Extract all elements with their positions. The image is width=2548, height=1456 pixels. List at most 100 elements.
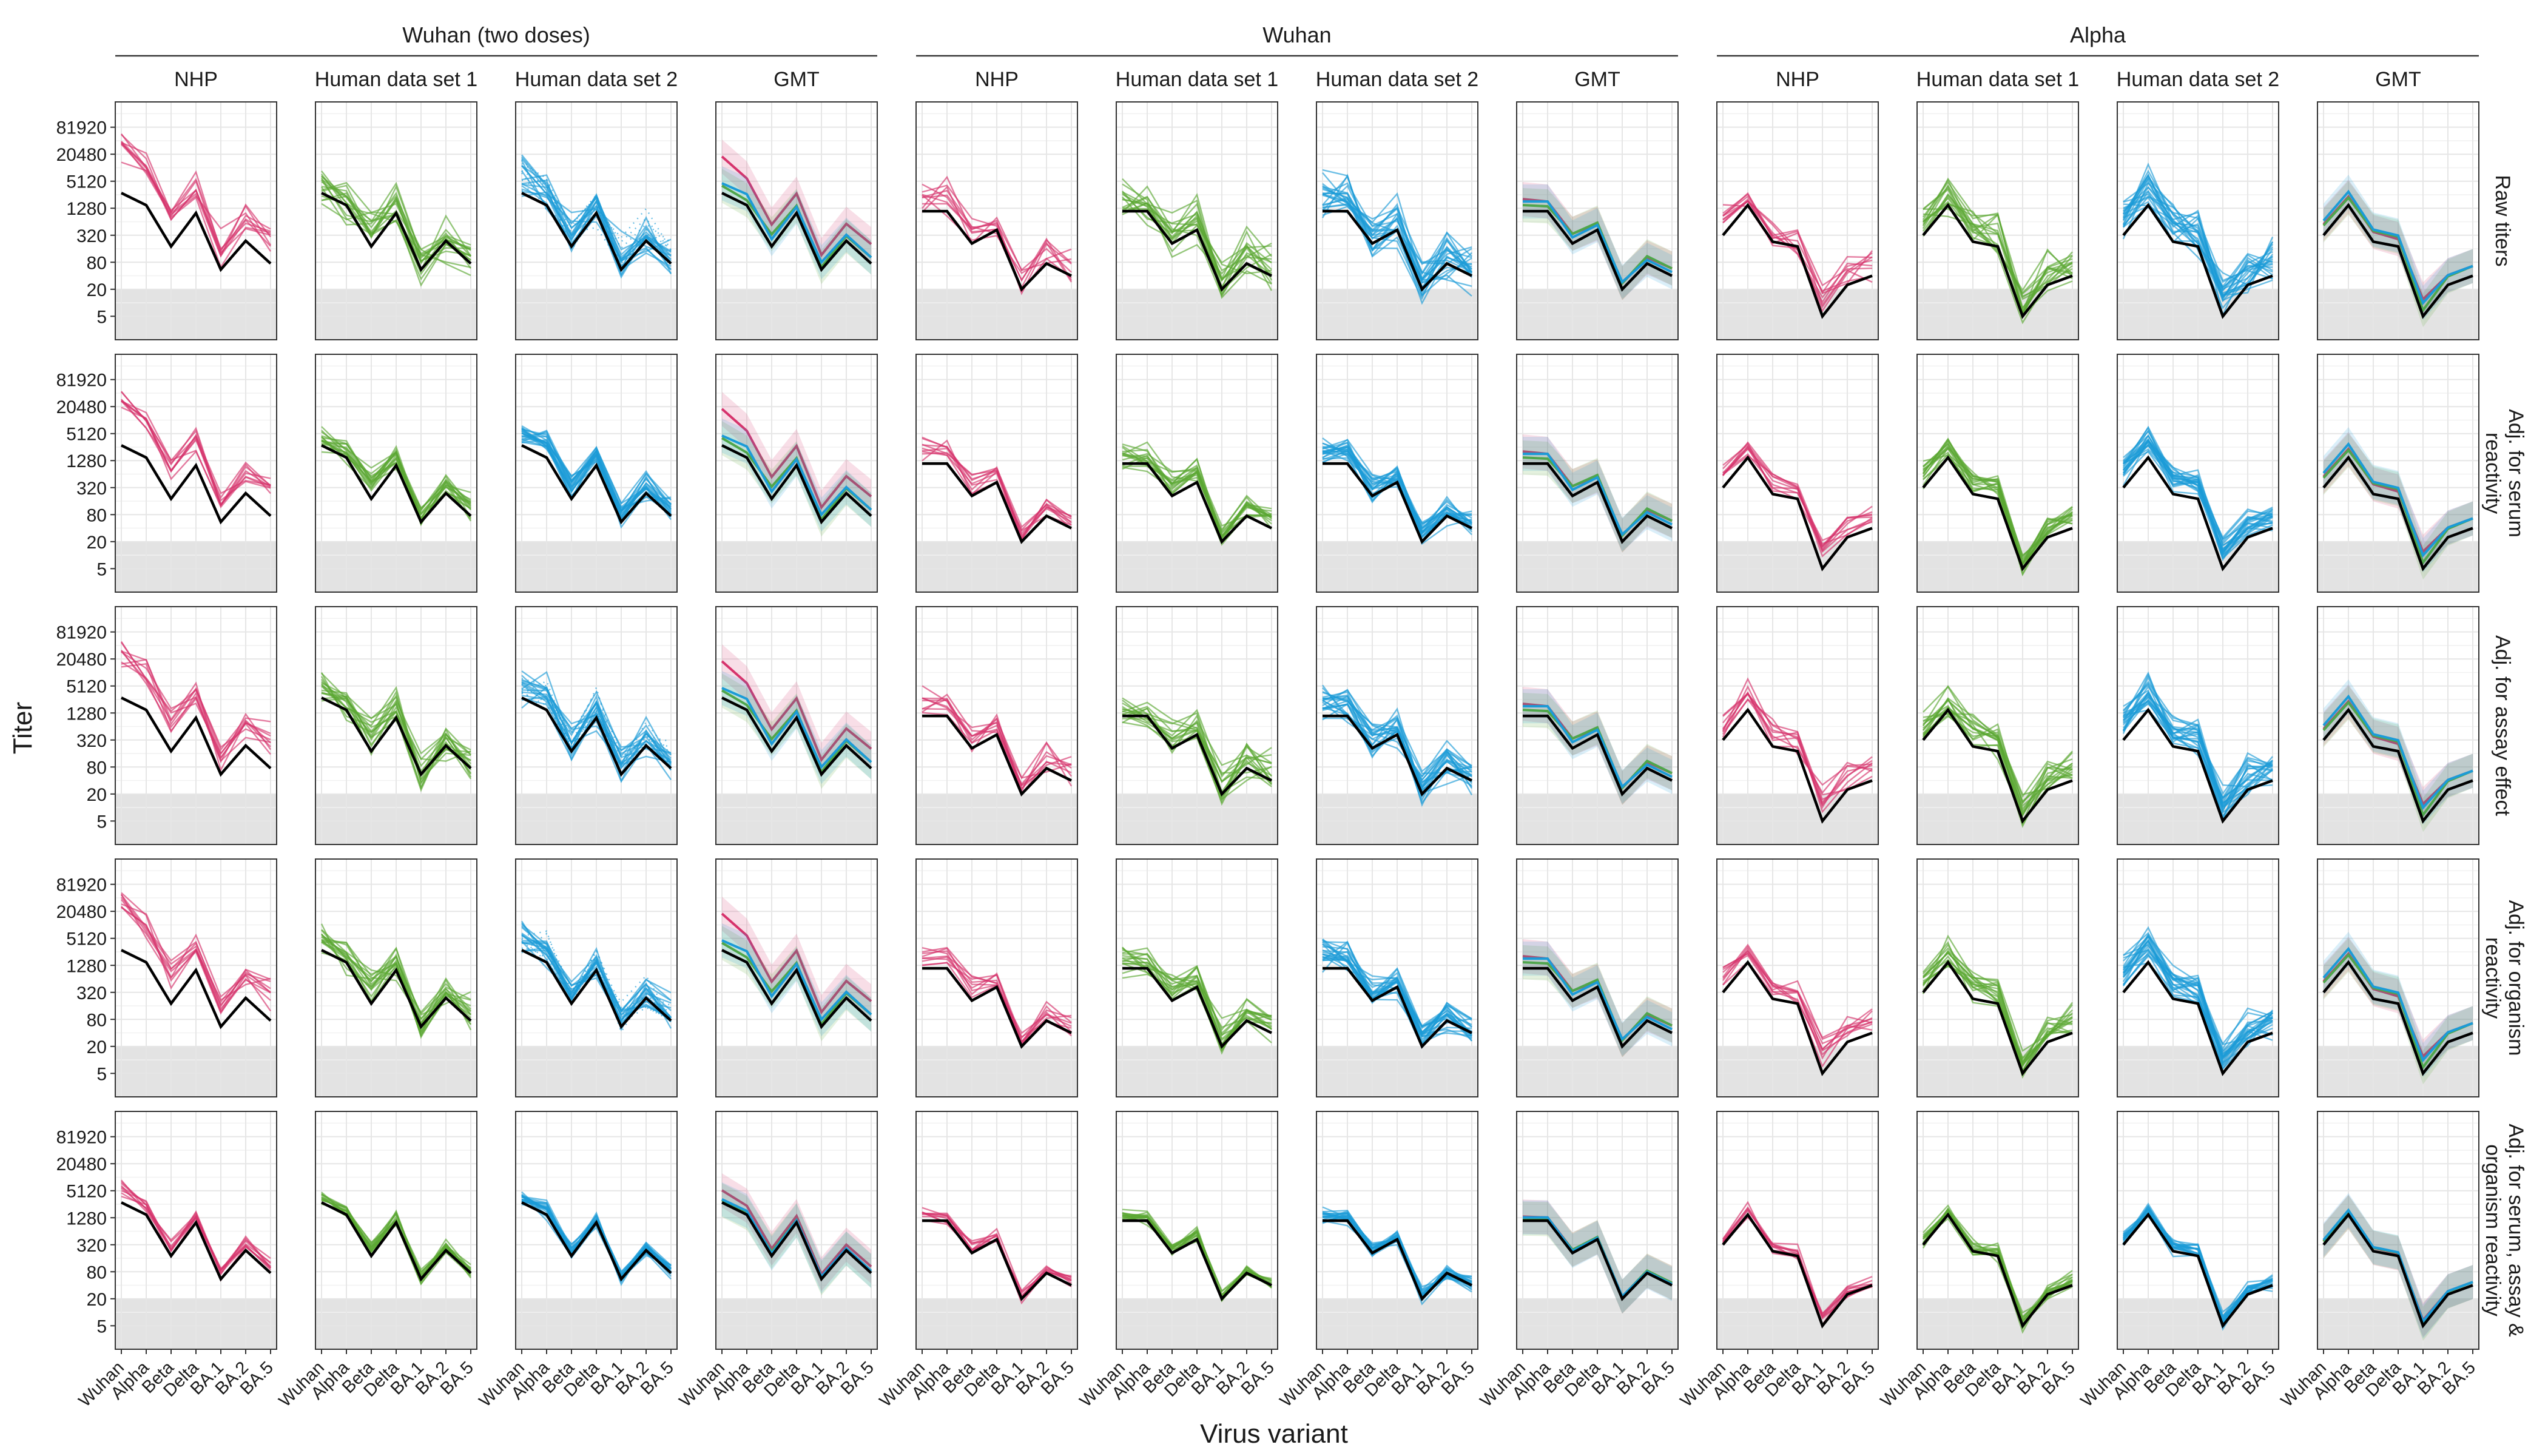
gmt-ribbon [722, 923, 871, 1037]
panel-frame [2117, 354, 2279, 593]
panel-frame [315, 101, 477, 340]
reference-line [1523, 209, 1673, 292]
reference-line [121, 696, 272, 777]
reference-line [1122, 209, 1272, 292]
reference-line [1122, 462, 1272, 544]
y-tick-label: 20480 [56, 397, 107, 417]
reference-line [1523, 1219, 1673, 1301]
y-tick-label: 5120 [66, 929, 107, 949]
gmt-ribbon [722, 671, 871, 784]
series-line-individual [1923, 188, 2073, 314]
y-tick-label: 5 [96, 1316, 107, 1336]
series-line-individual [2123, 944, 2273, 1067]
reference-line [321, 1201, 472, 1282]
reference-line [121, 444, 272, 525]
series-line-individual [1122, 452, 1272, 538]
labels: 5208032012805120204808192052080320128051… [56, 22, 2527, 1411]
series-line-individual [1722, 948, 1873, 1056]
panel-frame [2117, 101, 2279, 340]
row-strip-line: Adj. for serum, assay & [2504, 1124, 2527, 1337]
reference-line [2322, 455, 2473, 571]
series-line-individual [2123, 949, 2273, 1063]
panel-frame [1116, 101, 1278, 340]
panel-frame [1316, 606, 1478, 845]
series-line-individual [121, 400, 271, 507]
y-tick-label: 81920 [56, 1128, 107, 1148]
y-tick-label: 80 [87, 253, 107, 273]
series-line-individual [1923, 947, 2073, 1068]
series-line-individual [1722, 200, 1873, 304]
series-line-individual [121, 650, 271, 772]
panel-frame [115, 101, 277, 340]
reference-line [321, 192, 472, 272]
y-tick-label: 320 [76, 731, 107, 751]
series-line-individual [521, 158, 672, 275]
series-line-individual [2123, 699, 2273, 801]
y-tick-label: 20480 [56, 145, 107, 165]
series-line-individual [922, 950, 1072, 1044]
series-line-individual [1122, 973, 1272, 1037]
reference-line [321, 949, 472, 1030]
series-line-individual [121, 406, 271, 507]
panel-frame [515, 858, 678, 1097]
series-line-individual [321, 181, 471, 261]
panel-frame [515, 606, 678, 845]
panel-frame [115, 858, 277, 1097]
series-lines [120, 133, 2473, 1341]
panel-strip-label: Human data set 2 [1316, 68, 1478, 91]
y-tick-label: 20 [87, 1290, 107, 1310]
panel-strip-label: Human data set 2 [2117, 68, 2279, 91]
panel-frame [1716, 858, 1879, 1097]
series-line-individual [2123, 702, 2273, 799]
panel-frame [1316, 354, 1478, 593]
reference-line [1922, 960, 2073, 1076]
series-line-individual [1122, 957, 1272, 1055]
series-line-individual [121, 399, 271, 506]
y-tick-label: 20 [87, 280, 107, 300]
gmt-ribbon [722, 419, 871, 532]
series-line-individual [121, 897, 271, 1013]
gmt-series-line [2322, 1208, 2473, 1324]
reference-line [1523, 462, 1673, 544]
reference-line [922, 966, 1072, 1049]
panel-frame [315, 858, 477, 1097]
y-tick-label: 81920 [56, 875, 107, 895]
series-line-individual [1122, 962, 1272, 1050]
reference-line [2322, 1212, 2473, 1329]
y-tick-label: 20480 [56, 1154, 107, 1175]
y-tick-label: 5 [96, 812, 107, 832]
panel-frame [1916, 101, 2079, 340]
series-line-individual [1923, 181, 2073, 317]
series-line-individual [922, 947, 1072, 1040]
y-tick-label: 1280 [66, 199, 107, 219]
reference-line [1922, 455, 2073, 571]
series-line-individual [1923, 715, 2073, 814]
series-line-individual [2123, 691, 2273, 787]
y-tick-label: 320 [76, 1236, 107, 1256]
series-line-individual [1722, 698, 1873, 804]
series-line-individual [922, 698, 1072, 779]
series-line-individual [2122, 939, 2273, 1055]
y-tick-label: 20 [87, 785, 107, 805]
reference-line [721, 696, 872, 777]
reference-line [521, 1201, 672, 1282]
gmt-series-line [2322, 694, 2473, 811]
gmt-series-line [721, 182, 872, 265]
panel-frame [2317, 606, 2479, 845]
row-strip-label: Adj. for serum, assay &organism reactivi… [2481, 1124, 2527, 1337]
series-line-individual [922, 184, 1073, 282]
panel-frame [1516, 606, 1679, 845]
gmt-series-line [721, 408, 872, 510]
row-strip-line: organism reactivity [2481, 1144, 2504, 1316]
panel-frame [1316, 101, 1478, 340]
series-line-individual [922, 708, 1072, 787]
y-tick-label: 5120 [66, 425, 107, 445]
reference-line [1722, 707, 1873, 824]
panel-strip-label: GMT [1574, 68, 1620, 91]
series-line-individual [1122, 1214, 1272, 1298]
series-line-individual [321, 184, 471, 268]
series-line-individual [1122, 190, 1272, 282]
series-line-individual [2123, 426, 2273, 547]
series-line-individual [1722, 195, 1873, 294]
y-tick-label: 80 [87, 505, 107, 525]
